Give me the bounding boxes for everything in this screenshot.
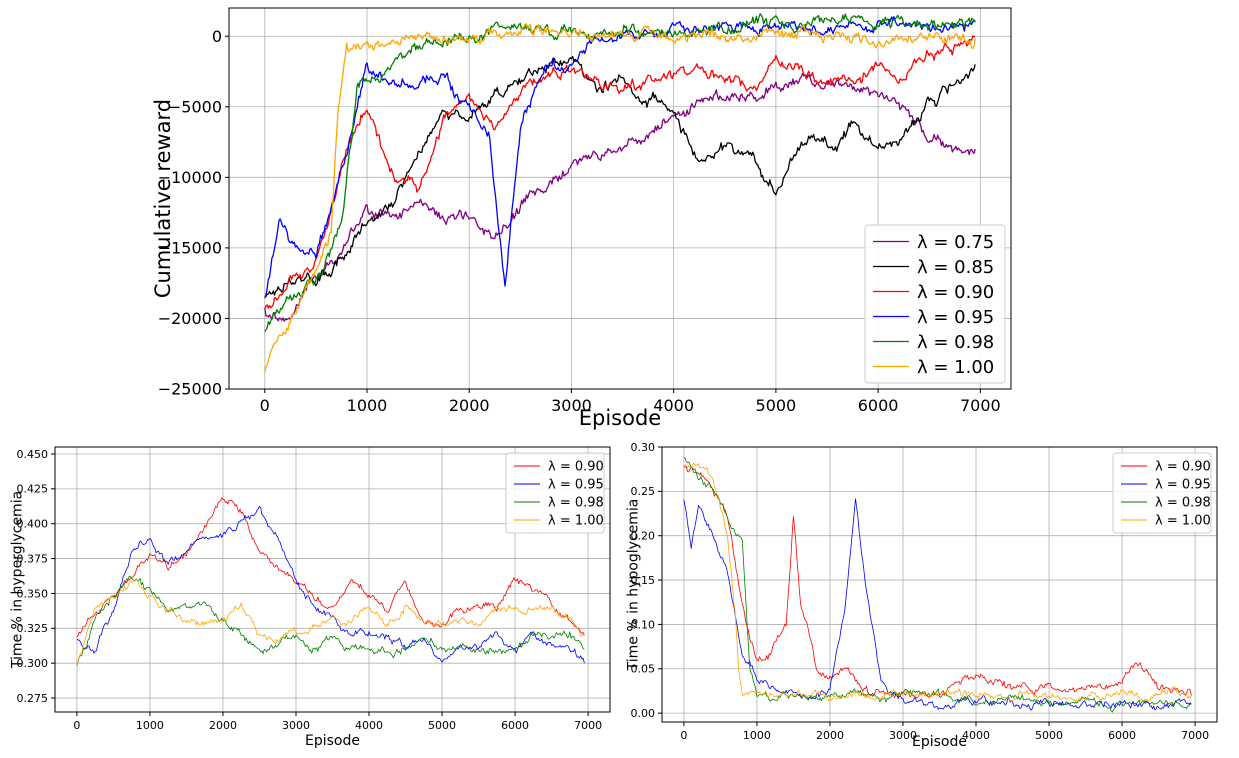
x-tick-label: 4000 xyxy=(962,729,990,742)
chart-hyper: 0 1000 2000 3000 4000 5000 6000 7000 0.275 0.300 0… xyxy=(10,446,611,749)
y-tick-label: 0.400 xyxy=(17,518,49,531)
x-tick-label: 3000 xyxy=(551,396,592,415)
x-tick-label: 5000 xyxy=(1035,729,1063,742)
series-line xyxy=(76,505,585,664)
x-tick-label: 0 xyxy=(260,396,270,415)
legend-label: λ = 0.95 xyxy=(548,478,604,493)
series-line xyxy=(264,23,976,373)
plot-frame xyxy=(228,7,1012,390)
y-tick-label: 0.425 xyxy=(17,483,49,496)
legend-label: λ = 0.90 xyxy=(548,460,604,475)
y-axis-label: Time % in hypoglycemia xyxy=(626,499,642,672)
x-tick-label: 3000 xyxy=(889,729,917,742)
y-tick-label: 0.10 xyxy=(631,618,656,631)
y-tick-label: −15000 xyxy=(158,238,222,257)
x-tick-label: 0 xyxy=(680,729,687,742)
legend-label: λ = 0.98 xyxy=(917,332,994,353)
y-tick-label: 0.325 xyxy=(17,622,49,635)
series-lines xyxy=(264,13,976,373)
legend-label: λ = 0.90 xyxy=(917,282,994,303)
y-tick-label: 0.450 xyxy=(17,448,49,461)
x-axis-label: Episode xyxy=(305,733,360,749)
x-tick-label: 2000 xyxy=(209,719,237,732)
x-tick-label: 1000 xyxy=(743,729,771,742)
legend-label: λ = 0.95 xyxy=(1155,478,1211,493)
y-tick-label: 0.275 xyxy=(17,692,49,705)
x-tick-label: 7000 xyxy=(1181,729,1209,742)
y-tick-label: 0.15 xyxy=(631,574,656,587)
x-tick-label: 5000 xyxy=(428,719,456,732)
y-tick-label: 0.05 xyxy=(631,663,656,676)
y-tick-label: 0.00 xyxy=(631,707,656,720)
legend-label: λ = 0.85 xyxy=(917,257,994,278)
x-axis-label: Episode xyxy=(912,734,967,750)
series-lines xyxy=(76,497,585,666)
series-line xyxy=(264,13,976,333)
x-tick-label: 7000 xyxy=(574,719,602,732)
series-line xyxy=(76,578,585,665)
y-tick-label: 0.30 xyxy=(631,441,656,454)
legend-label: λ = 0.75 xyxy=(917,232,994,253)
series-line xyxy=(683,498,1192,711)
x-tick-label: 2000 xyxy=(816,729,844,742)
chart-top: 0 1000 2000 3000 4000 5000 6000 7000 −25000 −2000… xyxy=(151,7,1012,430)
series-line xyxy=(683,457,1192,713)
series-line xyxy=(683,462,1192,703)
legend: λ = 0.90 λ = 0.95 λ = 0.98 λ = 1.00 xyxy=(1112,452,1212,534)
legend: λ = 0.90 λ = 0.95 λ = 0.98 λ = 1.00 xyxy=(505,452,605,534)
x-tick-label: 4000 xyxy=(653,396,694,415)
x-tick-label: 1000 xyxy=(136,719,164,732)
y-tick-label: 0.25 xyxy=(631,485,656,498)
y-tick-label: −10000 xyxy=(158,168,222,187)
x-tick-label: 5000 xyxy=(756,396,797,415)
x-tick-label: 6000 xyxy=(1108,729,1136,742)
y-tick-label: −20000 xyxy=(158,309,222,328)
y-axis-label: Time % in hyperglycemia xyxy=(10,491,26,669)
y-tick-label: 0.350 xyxy=(17,587,49,600)
y-tick-label: −5000 xyxy=(168,97,222,116)
legend-label: λ = 0.98 xyxy=(1155,496,1211,511)
plot-frame xyxy=(54,446,611,713)
y-tick-label: 0.375 xyxy=(17,552,49,565)
legend-label: λ = 0.90 xyxy=(1155,460,1211,475)
legend-label: λ = 1.00 xyxy=(1155,514,1211,529)
y-tick-label: 0 xyxy=(212,27,222,46)
chart-hypo: 0 1000 2000 3000 4000 5000 6000 7000 0.00 0.05 0.1… xyxy=(626,441,1218,750)
series-line xyxy=(76,497,585,638)
x-tick-label: 0 xyxy=(73,719,80,732)
legend-label: λ = 0.98 xyxy=(548,496,604,511)
series-line xyxy=(264,55,976,298)
series-lines xyxy=(683,457,1192,713)
y-tick-label: 0.300 xyxy=(17,657,49,670)
plot-frame xyxy=(661,446,1218,723)
legend-label: λ = 0.95 xyxy=(917,307,994,328)
x-tick-label: 7000 xyxy=(960,396,1001,415)
y-tick-label: −25000 xyxy=(158,380,222,399)
x-tick-label: 6000 xyxy=(858,396,899,415)
legend-label: λ = 1.00 xyxy=(548,514,604,529)
x-tick-label: 3000 xyxy=(282,719,310,732)
series-line xyxy=(264,35,976,310)
y-axis-label: Cumulative reward xyxy=(151,99,175,298)
legend-label: λ = 1.00 xyxy=(917,357,994,378)
legend: λ = 0.75 λ = 0.85 λ = 0.90 λ = 0.95 λ = 0.98… xyxy=(864,224,1006,384)
series-line xyxy=(264,72,976,322)
y-tick-label: 0.20 xyxy=(631,530,656,543)
x-tick-label: 4000 xyxy=(355,719,383,732)
series-line xyxy=(76,576,585,666)
x-tick-label: 1000 xyxy=(347,396,388,415)
x-axis-label: Episode xyxy=(579,406,661,430)
x-tick-label: 6000 xyxy=(501,719,529,732)
x-tick-label: 2000 xyxy=(449,396,490,415)
